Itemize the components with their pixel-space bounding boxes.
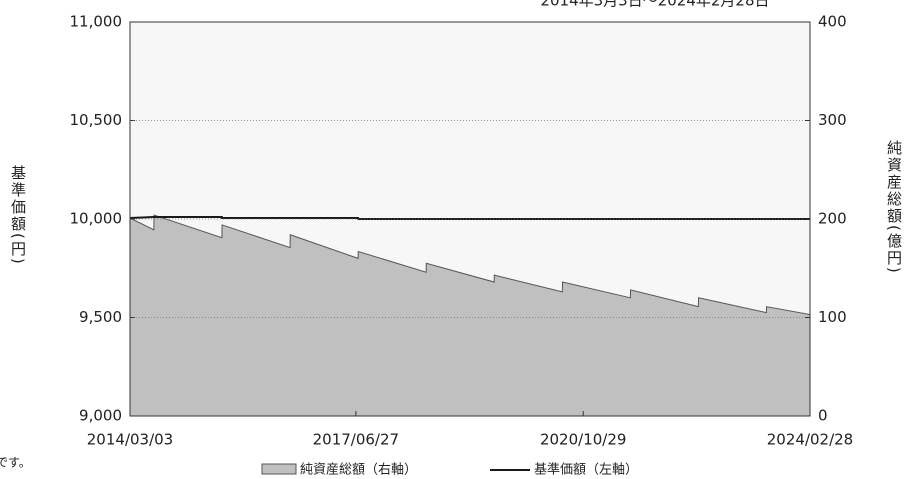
y-axis-title: 基準価額(円) [9, 165, 27, 266]
plot-frame [129, 21, 811, 417]
y-tick-label: 10,500 [70, 111, 123, 129]
x-tick-label: 2020/10/29 [540, 431, 626, 449]
y2-tick-label: 0 [818, 407, 828, 425]
y-tick-label: 11,000 [70, 13, 123, 31]
y2-tick-label: 200 [818, 210, 847, 228]
y-tick-label: 9,000 [79, 407, 122, 425]
x-tick-label: 2024/02/28 [767, 431, 853, 449]
subtitle: 2014年3月3日～2024年2月28日 [540, 0, 769, 10]
legend-swatch [261, 463, 297, 475]
annotation: です。 [0, 456, 31, 470]
legend-label: 純資産総額（右軸） [300, 462, 417, 478]
y2-tick-label: 300 [818, 111, 847, 129]
x-tick-label: 2014/03/03 [87, 431, 173, 449]
y-tick-label: 10,000 [70, 210, 123, 228]
y2-axis-title: 純資産総額(億円) [885, 140, 903, 275]
y2-tick-label: 100 [818, 308, 847, 326]
legend-label: 基準価額（左軸） [534, 462, 638, 478]
y2-tick-label: 400 [818, 13, 847, 31]
area [129, 214, 811, 417]
x-tick-label: 2017/06/27 [313, 431, 399, 449]
y-tick-label: 9,500 [79, 308, 122, 326]
